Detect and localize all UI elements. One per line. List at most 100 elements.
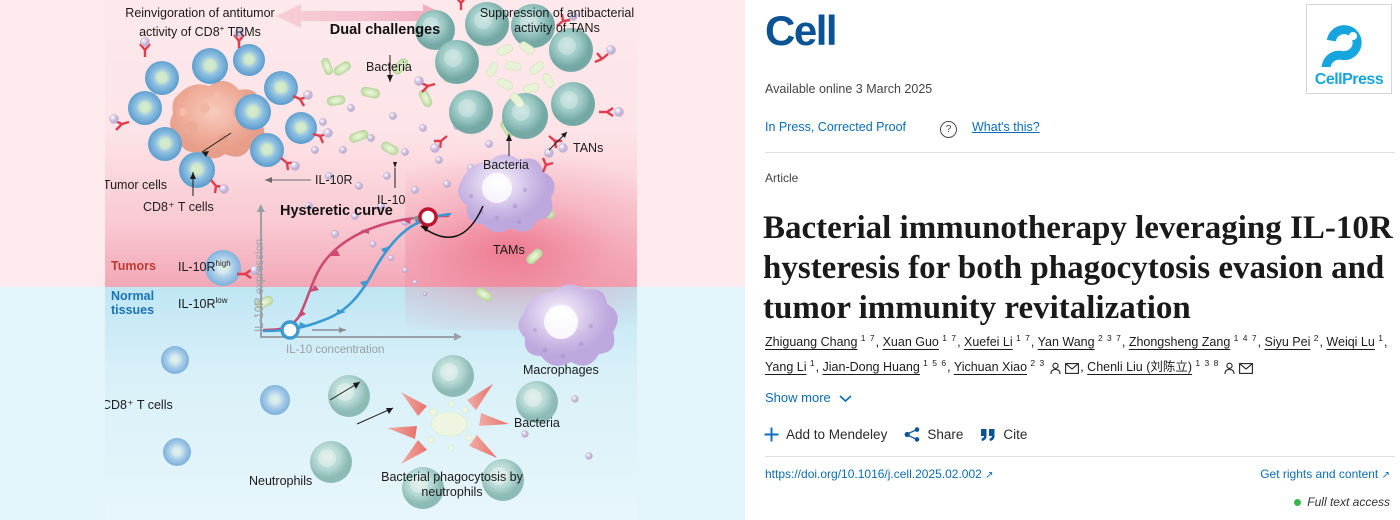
band-value-tumors: IL-10Rhigh [178,259,231,274]
cd8-t-cell-cluster [128,44,317,286]
abstract-vector-layer [109,0,624,509]
chart-curves [256,204,462,341]
show-more-label: Show more [765,390,831,405]
author-name-link[interactable]: Yang Li [765,360,807,375]
get-rights-text: Get rights and content [1260,467,1379,481]
author-name-link[interactable]: Yichuan Xiao [953,360,1028,375]
author-affiliation-sup: 2 3 7 [1094,333,1122,343]
chart-title: Hysteretic curve [280,203,393,219]
band-value-normal-text: IL-10R [178,297,216,312]
add-to-mendeley-button[interactable]: Add to Mendeley [763,426,887,443]
doi-link[interactable]: https://doi.org/10.1016/j.cell.2025.02.0… [765,467,994,481]
author-name-link[interactable]: Xuefei Li [964,335,1013,350]
author-entry: Jian-Dong Huang 1 5 6 [822,358,948,375]
author-entry: Xuefei Li 1 7 [964,333,1031,350]
share-button[interactable]: Share [904,427,963,442]
author-profile-icon[interactable] [1223,362,1236,375]
label-bacteria-top: Bacteria [366,60,412,74]
band-label-normal: Normal tissues [111,289,155,317]
dual-challenges-label: Dual challenges [329,22,441,38]
author-name-link[interactable]: Xuan Guo [882,335,939,350]
whats-this-link[interactable]: What's this? [972,120,1040,134]
x-axis [260,336,460,338]
band-value-normal-sup: low [215,296,228,305]
get-rights-link[interactable]: Get rights and content ↗ [1260,467,1390,481]
author-name-link[interactable]: Chenli Liu (刘陈立) [1087,360,1193,375]
tam-receptor [541,157,554,173]
cellpress-badge[interactable]: CellPress [1306,4,1392,94]
share-icon [904,427,920,442]
author-entry: Yang Li 1 [765,358,816,375]
author-affiliation-sup: 1 [806,358,816,369]
label-il10r: IL-10R [315,173,353,187]
band-label-tumors: Tumors [111,259,156,273]
leader-lines [190,55,568,425]
author-email-icon[interactable] [1065,362,1080,374]
help-icon-wrap[interactable]: ? [940,119,957,138]
author-name-link[interactable]: Weiqi Lu [1326,335,1375,350]
label-cd8-t-cells-bottom: CD8⁺ T cells [105,398,173,412]
abstract-illustration: Tumor cells CD8⁺ T cells IL-10R IL-10 Ba… [105,0,637,520]
author-affiliation-sup: 2 3 [1027,358,1046,369]
macrophage-cell [518,284,618,366]
il10-ligand-field [305,104,513,297]
author-name-link[interactable]: Siyu Pei [1264,335,1311,350]
author-name-link[interactable]: Jian-Dong Huang [822,360,920,375]
author-entry: Chenli Liu (刘陈立) 1 3 8 [1087,358,1254,375]
author-affiliation-sup: 1 3 8 [1192,358,1220,369]
author-name-link[interactable]: Zhongsheng Zang [1128,335,1231,350]
add-to-mendeley-label: Add to Mendeley [786,427,888,442]
dual-challenges-banner: Dual challenges [276,12,494,48]
label-cd8-t-cells-top: CD8⁺ T cells [143,200,214,214]
graphical-abstract[interactable]: Tumor cells CD8⁺ T cells IL-10R IL-10 Ba… [0,0,745,520]
available-online-date: Available online 3 March 2025 [765,82,933,96]
cellpress-loop-icon [1321,25,1362,67]
tan-cluster [415,2,595,139]
show-more-authors-button[interactable]: Show more [765,390,852,405]
cell-journal-logo[interactable]: Cell [765,7,838,54]
author-entry: Xuan Guo 1 7 [882,333,957,350]
article-type: Article [765,171,799,185]
author-affiliation-sup: 1 7 [857,333,876,343]
band-value-tumors-text: IL-10R [178,260,216,275]
author-list: Zhiguang Chang 1 7, Xuan Guo 1 7, Xuefei… [765,333,1388,375]
author-affiliation-sup: 2 [1310,333,1320,343]
label-tans: TANs [573,141,604,155]
access-status-dot [1294,498,1302,506]
author-name-link[interactable]: Zhiguang Chang [765,335,858,350]
label-il10: IL-10 [377,193,406,207]
label-bacteria-tans: Bacteria [483,158,529,172]
cite-button[interactable]: Cite [980,427,1027,442]
press-status[interactable]: In Press, Corrected Proof [765,120,907,134]
page-title: Bacterial immunotherapy leveraging IL-10… [763,210,1393,327]
band-value-tumors-sup: high [215,259,231,268]
high-state-knob [418,207,438,227]
author-email-icon[interactable] [1239,362,1254,374]
label-macrophages: Macrophages [523,363,599,377]
y-axis [260,206,262,338]
access-status-label: Full text access [1307,495,1390,509]
label-neutrophils: Neutrophils [249,474,313,488]
label-bacteria-bottom: Bacteria [514,416,560,430]
access-status: Full text access [1294,495,1390,509]
author-name-link[interactable]: Yan Wang [1037,335,1095,350]
label-tams: TAMs [493,243,525,257]
banner-left-label: Reinvigoration of antitumor activity of C… [125,6,275,40]
author-entry: Zhongsheng Zang 1 4 7 [1128,333,1258,350]
author-profile-icon[interactable] [1049,362,1062,375]
lysed-bacteria [427,401,473,451]
dual-challenges-arrow [276,4,448,28]
doi-text: https://doi.org/10.1016/j.cell.2025.02.0… [765,467,982,481]
label-tumor-cells: Tumor cells [105,178,168,192]
question-mark-icon: ? [940,121,957,138]
hysteretic-curve-chart: Hysteretic curve [242,200,472,365]
neutrophil-phagocytosis-cluster [310,355,558,509]
author-affiliation-sup: 1 5 6 [919,358,948,369]
external-link-icon-rights: ↗ [1381,470,1390,481]
banner-right-label: Suppression of antibacterial activity of … [479,6,635,35]
author-affiliation-sup: 1 [1374,333,1384,343]
external-link-icon: ↗ [985,470,994,481]
author-entry: Yichuan Xiao 2 3 [953,358,1080,375]
band-value-normal: IL-10Rlow [178,296,228,311]
